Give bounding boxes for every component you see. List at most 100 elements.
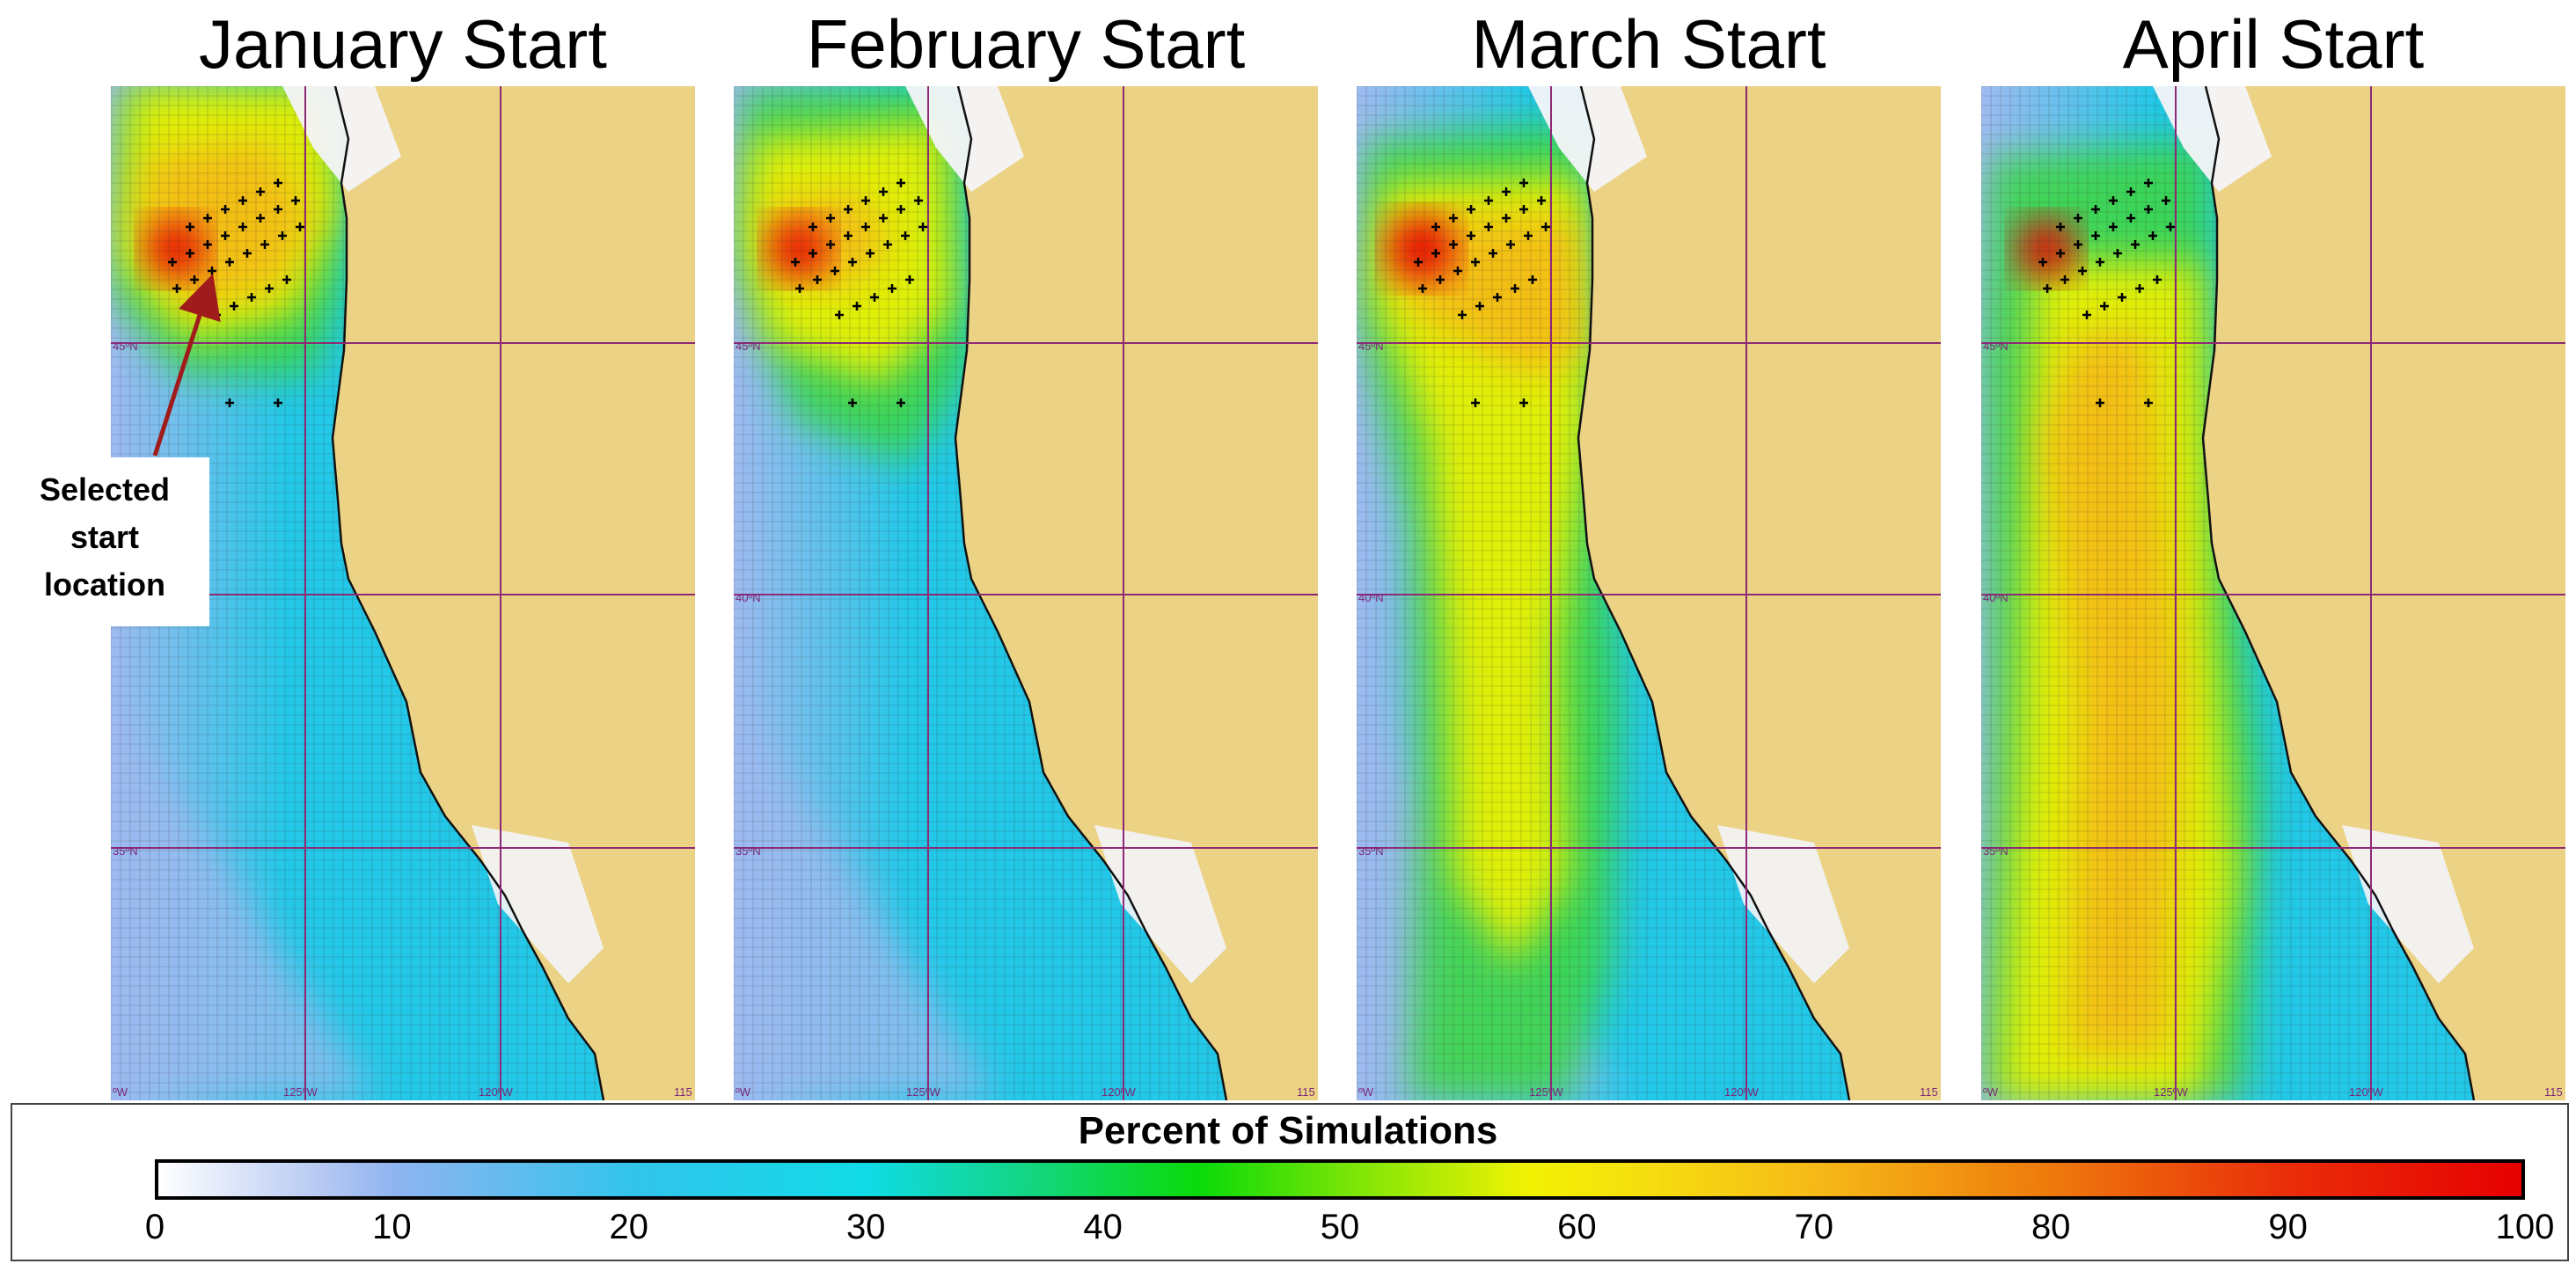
legend-tick-60: 60 — [1557, 1208, 1597, 1246]
coastline — [2201, 86, 2476, 1100]
graticule-label: 120ºW — [1724, 1085, 1759, 1099]
start-location-marker — [186, 223, 194, 231]
start-location-marker — [2148, 231, 2157, 240]
coastline — [954, 86, 1228, 1100]
coastline — [1577, 86, 1851, 1100]
legend-tick-10: 10 — [372, 1208, 412, 1246]
start-location-marker — [2078, 267, 2087, 275]
graticule-label: 115 — [674, 1085, 692, 1099]
start-location-marker — [225, 398, 234, 407]
start-location-marker — [848, 258, 857, 267]
graticule-label: 45ºN — [1358, 340, 1384, 353]
legend-tick-40: 40 — [1083, 1208, 1123, 1246]
graticule-label: ºW — [1983, 1085, 1999, 1099]
start-location-marker — [1506, 240, 1515, 249]
legend-tick-90: 90 — [2268, 1208, 2308, 1246]
graticule-label: 120ºW — [1101, 1085, 1136, 1099]
start-location-marker — [835, 310, 844, 319]
graticule-label: ºW — [735, 1085, 751, 1099]
start-location-marker — [901, 231, 910, 240]
start-location-marker — [2135, 284, 2144, 293]
start-location-marker — [1502, 214, 1511, 223]
start-location-marker — [853, 302, 861, 310]
start-location-marker — [1484, 223, 1493, 231]
graticule-label: 125ºW — [283, 1085, 318, 1099]
start-location-marker — [2096, 258, 2104, 267]
start-location-marker — [2153, 275, 2162, 284]
start-location-marker — [826, 240, 835, 249]
graticule-label: 35ºN — [735, 844, 761, 858]
start-location-marker — [883, 240, 892, 249]
start-location-marker — [879, 214, 888, 223]
callout-line-2: start — [70, 519, 140, 555]
start-location-marker — [1537, 196, 1546, 205]
start-location-marker — [2126, 187, 2135, 196]
start-location-marker — [1475, 302, 1484, 310]
graticule-label: 120ºW — [479, 1085, 513, 1099]
start-location-marker — [2162, 196, 2170, 205]
graticule-label: 45ºN — [113, 340, 138, 353]
start-location-marker — [168, 258, 177, 267]
start-location-marker — [1449, 214, 1458, 223]
start-location-marker — [2056, 223, 2065, 231]
start-location-marker — [896, 398, 905, 407]
hotspot — [1388, 215, 1455, 282]
start-location-marker — [809, 223, 817, 231]
legend-tick-80: 80 — [2031, 1208, 2071, 1246]
start-location-marker — [274, 205, 282, 214]
start-location-marker — [2043, 284, 2052, 293]
graticule-label: 115 — [1920, 1085, 1938, 1099]
start-location-marker — [888, 284, 896, 293]
coastline — [331, 86, 605, 1100]
start-location-marker — [795, 284, 804, 293]
start-location-marker — [914, 196, 923, 205]
start-location-marker — [1524, 231, 1533, 240]
map-april: 45ºN 40ºN 35ºN ºW 125ºW 120ºW 115 — [1981, 86, 2565, 1100]
hotspot — [2016, 219, 2076, 279]
start-location-marker — [1467, 231, 1475, 240]
start-location-marker — [1431, 249, 1440, 258]
start-location-marker — [221, 205, 230, 214]
panel-title-february: February Start — [806, 5, 1246, 83]
start-location-marker — [2100, 302, 2109, 310]
graticule-label: 35ºN — [1358, 844, 1384, 858]
start-location-marker — [879, 187, 888, 196]
callout-line-3: location — [43, 566, 165, 603]
start-location-marker — [291, 196, 300, 205]
start-location-marker — [256, 187, 265, 196]
graticule-label: 40ºN — [735, 591, 761, 604]
start-location-marker — [2144, 398, 2153, 407]
start-location-marker — [238, 196, 247, 205]
start-location-marker — [1502, 187, 1511, 196]
panel-title-january: January Start — [199, 5, 607, 83]
start-location-marker — [296, 223, 304, 231]
hotspot — [146, 219, 206, 279]
start-location-marker — [2096, 398, 2104, 407]
start-location-marker — [265, 284, 274, 293]
start-location-marker — [861, 196, 870, 205]
start-location-marker — [247, 293, 256, 302]
start-location-marker — [896, 205, 905, 214]
start-location-marker — [2144, 179, 2153, 187]
start-location-marker — [1414, 258, 1423, 267]
start-location-marker — [1458, 310, 1467, 319]
start-location-marker — [274, 398, 282, 407]
start-location-marker — [2074, 240, 2082, 249]
graticule-label: 120ºW — [2349, 1085, 2383, 1099]
legend-tick-70: 70 — [1794, 1208, 1834, 1246]
start-location-marker — [230, 302, 238, 310]
start-location-marker — [282, 275, 291, 284]
start-location-marker — [861, 223, 870, 231]
start-location-marker — [1471, 398, 1480, 407]
graticule-label: 115 — [1297, 1085, 1315, 1099]
start-location-marker — [918, 223, 927, 231]
graticule-label: 35ºN — [1983, 844, 2009, 858]
graticule-label: ºW — [1358, 1085, 1374, 1099]
start-location-marker — [791, 258, 800, 267]
start-location-marker — [1511, 284, 1519, 293]
